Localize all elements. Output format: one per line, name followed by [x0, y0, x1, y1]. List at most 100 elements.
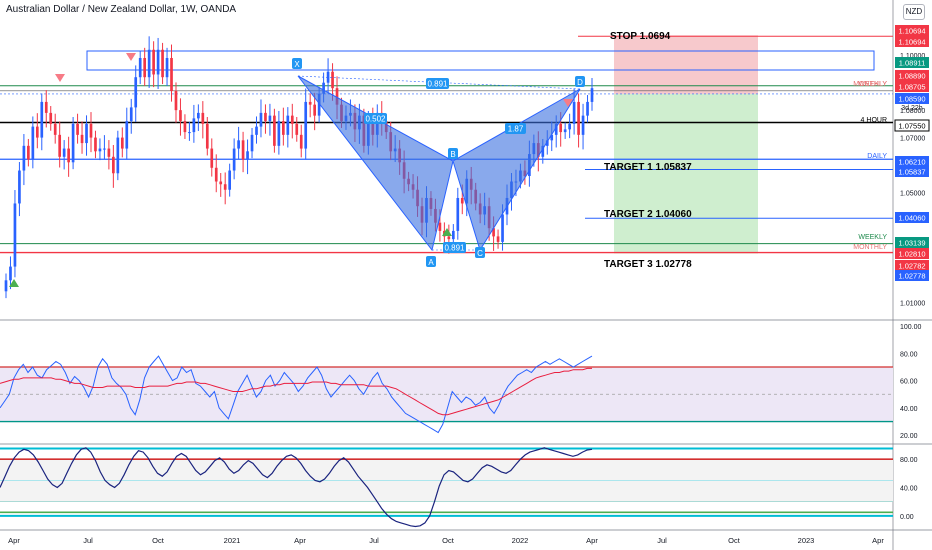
stop-label: STOP 1.0694 — [610, 31, 671, 42]
price-tag-value: 1.07550 — [898, 122, 925, 131]
price-tag — [895, 212, 929, 223]
price-tag — [895, 248, 929, 259]
candle-body — [590, 88, 594, 102]
rsi-tick: 100.00 — [900, 324, 922, 331]
candle-body — [22, 145, 26, 171]
candle-body — [501, 214, 504, 242]
pattern-ratio-label: 0.891 — [427, 80, 448, 89]
candle-body — [577, 101, 580, 135]
pattern-ratio-badge — [426, 78, 449, 89]
rsi-line — [0, 355, 593, 434]
4h-label: 4 HOUR — [861, 117, 887, 124]
candle-body — [35, 126, 39, 138]
down-marker — [55, 74, 65, 82]
pattern-ratio-label: 0.502 — [365, 115, 386, 124]
candle-body — [331, 71, 334, 89]
pattern-ratio-label: 0.891 — [444, 244, 465, 253]
candle-body — [460, 197, 464, 204]
price-tag — [895, 237, 929, 248]
price-tag — [895, 70, 929, 81]
rsi-tick: 40.00 — [900, 406, 918, 413]
candle-body — [156, 49, 160, 75]
candle-body — [165, 57, 169, 78]
price-tag-value: 1.08705 — [898, 83, 925, 92]
candle-body — [237, 140, 240, 149]
rsi-tick: 60.00 — [900, 379, 918, 386]
candle-body — [568, 123, 571, 130]
x-axis-label: 2023 — [798, 536, 815, 545]
candle-body — [201, 112, 205, 124]
price-tag-value: 1.10694 — [898, 38, 925, 47]
candle-body — [246, 151, 249, 160]
candle-body — [174, 90, 178, 111]
candle-body — [152, 49, 155, 75]
price-tag-value: 1.08890 — [898, 72, 925, 81]
candle-body — [89, 123, 93, 138]
candle-body — [335, 88, 339, 105]
candle-body — [572, 101, 576, 124]
target-1-label: TARGET 1 1.05837 — [604, 162, 692, 173]
daily-label: DAILY — [867, 153, 887, 160]
pattern-point-label: B — [450, 150, 455, 159]
pattern-ratio-badge — [443, 242, 466, 253]
stop-loss-zone — [614, 35, 758, 95]
candle-body — [277, 121, 281, 146]
candle-body — [18, 170, 21, 204]
candle-body — [438, 222, 442, 231]
candle-body — [58, 134, 62, 157]
candle-body — [581, 115, 585, 135]
resistance-box — [86, 50, 875, 71]
candle-body — [259, 112, 263, 127]
candle-body — [44, 101, 48, 113]
candle-body — [228, 170, 232, 190]
x-axis-label: Jul — [369, 536, 379, 545]
candle-body — [586, 101, 589, 116]
price-tag-value: 1.08911 — [899, 59, 926, 68]
chart-title: Australian Dollar / New Zealand Dollar, … — [6, 4, 237, 15]
price-tick: 1.01000 — [900, 300, 925, 307]
candle-body — [53, 123, 57, 135]
candle-body — [76, 123, 79, 135]
price-tag — [895, 81, 929, 92]
stoch-tick: 40.00 — [900, 486, 918, 493]
price-tag — [895, 166, 929, 177]
candle-body — [62, 148, 66, 157]
currency-selector[interactable]: NZD — [903, 4, 925, 20]
candle-body — [308, 101, 312, 105]
candle-body — [492, 228, 495, 237]
candle-body — [326, 71, 330, 83]
pattern-ratio-badge — [364, 113, 387, 124]
price-tag — [895, 25, 929, 36]
pattern-ratio-badge — [505, 123, 526, 134]
up-marker — [9, 279, 19, 287]
candle-body — [13, 203, 17, 267]
candle-body — [134, 77, 138, 108]
rsi-ma-line — [0, 367, 592, 416]
pattern-point-c — [475, 247, 485, 258]
candle-body — [545, 140, 549, 146]
candle-body — [112, 156, 115, 174]
candle-body — [219, 181, 223, 185]
x-axis-label: Apr — [294, 536, 306, 545]
candle-body — [85, 123, 88, 144]
candle-body — [313, 104, 316, 116]
candle-body — [223, 184, 227, 190]
candle-body — [295, 123, 299, 135]
price-tag-value: 1.02810 — [898, 250, 925, 259]
candle-body — [94, 137, 97, 152]
x-axis-label: Apr — [8, 536, 20, 545]
price-tag-value: 1.05837 — [898, 168, 925, 177]
candle-body — [192, 118, 196, 133]
down-marker — [563, 99, 573, 107]
price-tag-value: 1.03139 — [898, 239, 925, 248]
monthly-label: MONTHLY — [853, 81, 887, 88]
down-marker — [126, 53, 136, 61]
price-tag — [894, 119, 930, 132]
xab-triangle — [297, 75, 454, 252]
candle-body — [550, 134, 554, 141]
candle-body — [4, 280, 8, 292]
candle-body — [40, 101, 44, 138]
pattern-point-label: C — [477, 249, 483, 258]
x-axis-label: 2022 — [512, 536, 529, 545]
